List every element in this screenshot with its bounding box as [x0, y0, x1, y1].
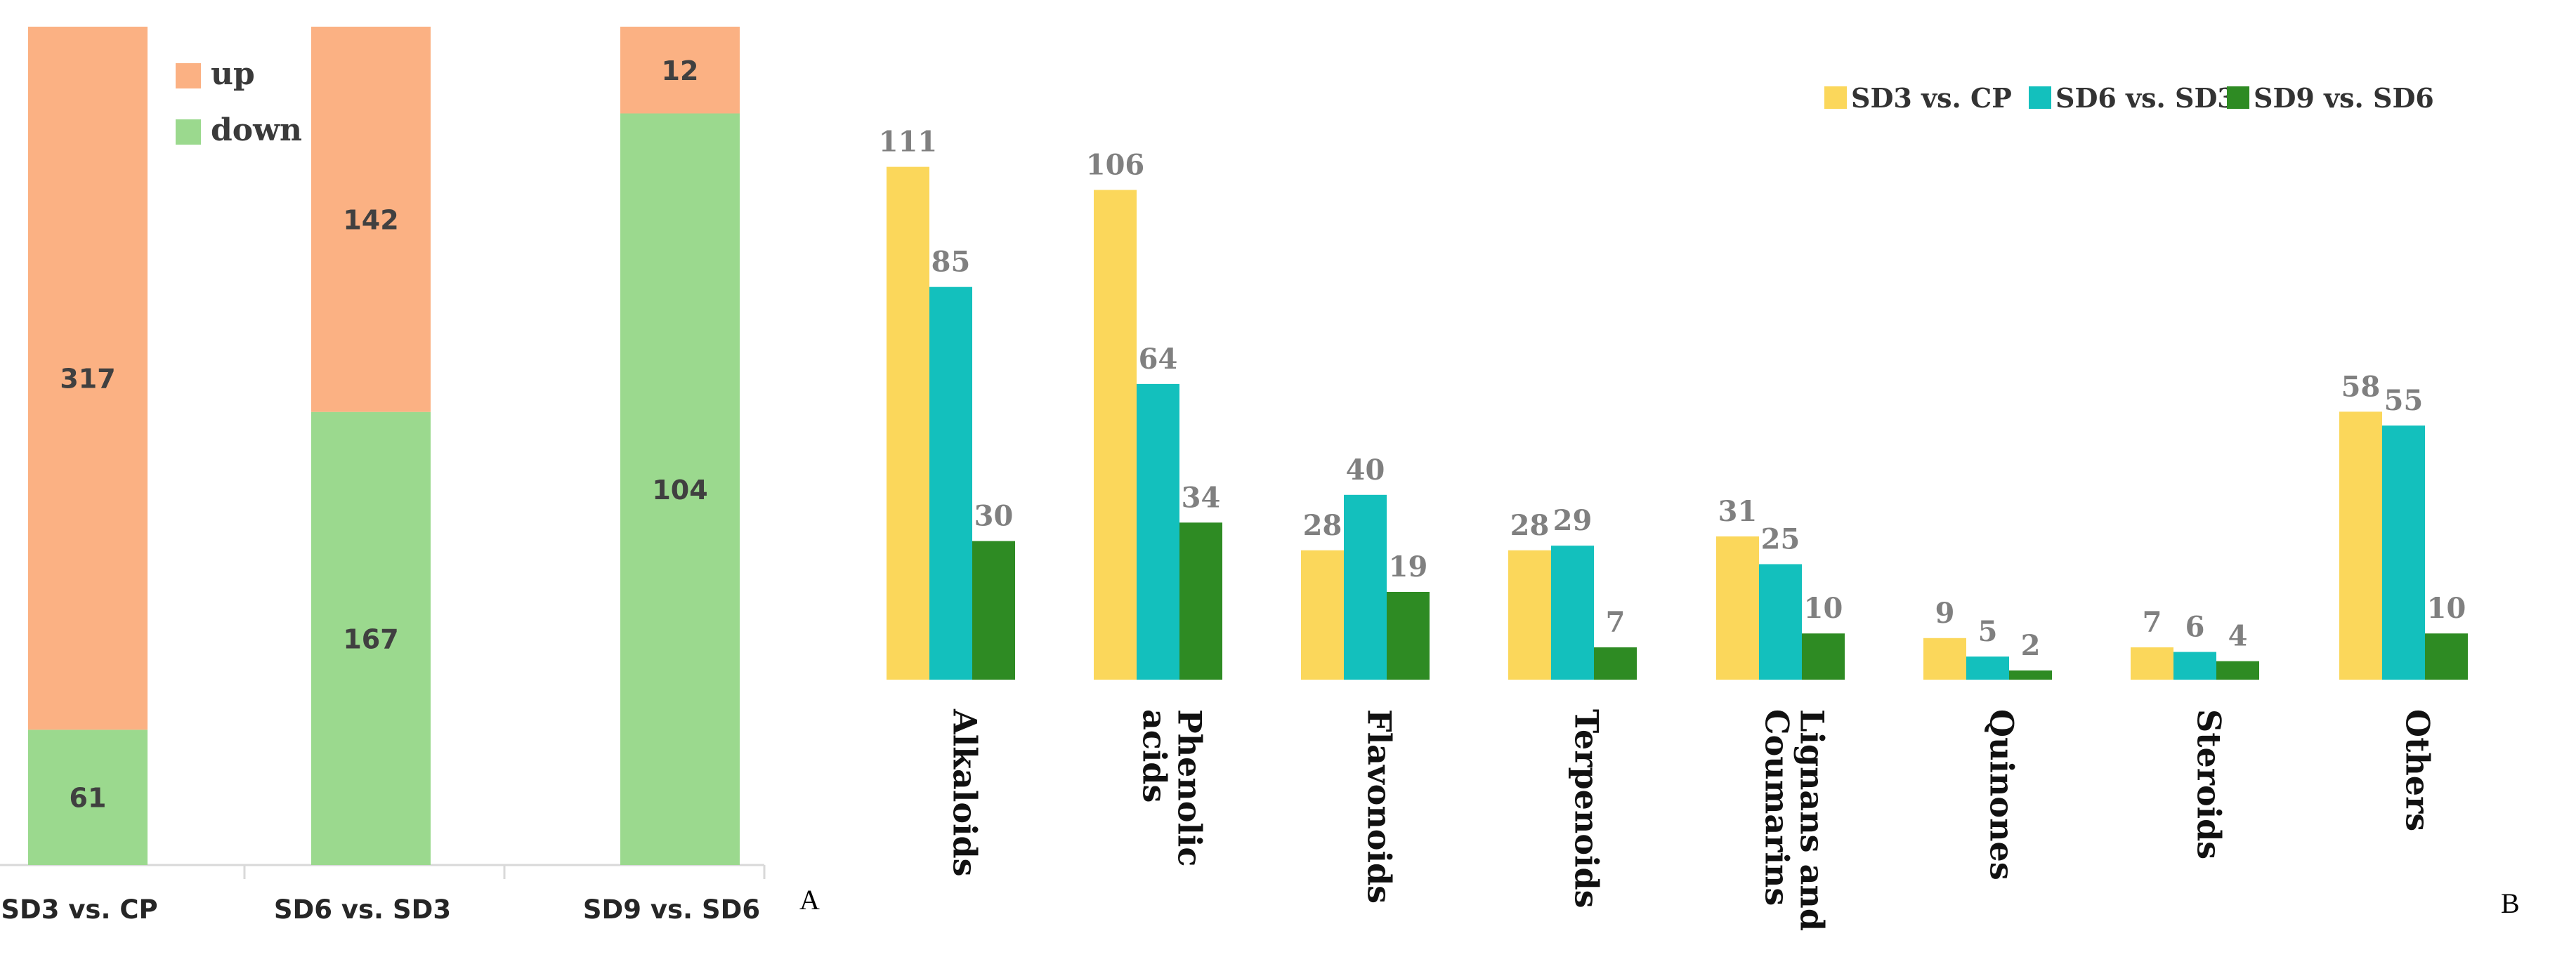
data-label: 34	[1182, 481, 1221, 514]
x-tick-labels: SD3 vs. CP SD6 vs. SD3 SD9 vs. SD6	[1, 895, 760, 925]
legend-swatch	[176, 63, 201, 88]
data-label: 6	[2185, 611, 2205, 644]
x-tick-label: Terpenoids	[1568, 709, 1606, 909]
x-tick-label: SD3 vs. CP	[1, 895, 157, 925]
bar	[2425, 633, 2468, 680]
bar	[1759, 564, 1802, 680]
x-tick-label: Steroids	[2190, 709, 2228, 859]
bar	[1508, 550, 1551, 680]
bar	[1137, 383, 1179, 680]
data-label: 19	[1389, 550, 1428, 583]
data-label: 7	[2143, 606, 2162, 639]
bar	[929, 286, 972, 680]
bar-segment-up	[620, 27, 740, 114]
data-label: 4	[2228, 620, 2248, 653]
panel-letter-a: A	[799, 884, 820, 916]
x-tick-label: Alkaloids	[946, 708, 984, 877]
bar-segment-up	[28, 27, 148, 730]
data-label: 25	[1761, 523, 1800, 556]
data-label: 10	[1804, 592, 1843, 625]
bars	[887, 166, 2468, 680]
bar	[972, 541, 1015, 680]
data-label: 30	[974, 500, 1014, 533]
x-tick-label: Others	[2399, 709, 2437, 831]
legend-swatch	[1824, 86, 1847, 109]
data-label: 7	[1606, 606, 1626, 639]
bar-segment-up	[311, 27, 431, 412]
data-label-up: 142	[343, 204, 398, 235]
bar	[2382, 425, 2425, 680]
bar	[2131, 647, 2173, 680]
bar	[1344, 494, 1387, 680]
bar-segment-down	[311, 411, 431, 865]
bar	[1923, 638, 1966, 680]
bar	[887, 166, 929, 680]
x-tick-label: Coumarins	[1758, 709, 1796, 906]
data-label: 9	[1935, 597, 1955, 630]
panel-letter-b: B	[2501, 887, 2520, 919]
bar	[1179, 522, 1222, 680]
legend-swatch	[176, 119, 201, 145]
x-tick-label: SD9 vs. SD6	[583, 895, 760, 925]
x-tick-label: SD6 vs. SD3	[274, 895, 451, 925]
data-label: 5	[1978, 615, 1998, 648]
bars: 317 61 142 167 12 104	[28, 27, 740, 866]
bar	[1966, 656, 2009, 680]
legend-swatch	[2227, 86, 2249, 109]
bar	[2216, 661, 2259, 680]
legend-swatch	[2029, 86, 2051, 109]
bar	[1387, 591, 1430, 680]
data-label: 40	[1346, 454, 1385, 487]
data-label: 111	[879, 126, 938, 159]
data-label-down: 61	[70, 783, 107, 814]
bar	[1094, 190, 1137, 680]
data-label: 10	[2427, 592, 2466, 625]
data-label: 29	[1553, 504, 1593, 537]
data-label-down: 167	[343, 623, 398, 654]
data-label-up: 12	[662, 55, 699, 86]
data-label: 31	[1718, 495, 1758, 528]
data-label: 55	[2384, 384, 2424, 417]
bar-segment-down	[620, 113, 740, 866]
data-label: 28	[1303, 509, 1342, 542]
data-label-up: 317	[60, 364, 115, 395]
bar	[1301, 550, 1344, 680]
data-label: 64	[1139, 343, 1178, 376]
legend-label: SD3 vs. CP	[1851, 82, 2012, 114]
bar-segment-down	[28, 730, 148, 865]
bar	[1716, 536, 1759, 680]
data-label: 106	[1086, 149, 1145, 182]
data-label: 85	[931, 246, 971, 279]
x-tick-label: Lignans and	[1793, 709, 1831, 931]
legend-label: up	[211, 56, 255, 92]
legend-label: SD9 vs. SD6	[2254, 82, 2434, 114]
bar	[2173, 652, 2216, 680]
data-label-down: 104	[652, 475, 707, 506]
x-tick-label: Flavonoids	[1361, 709, 1399, 904]
legend: SD3 vs. CP SD6 vs. SD3 SD9 vs. SD6	[1824, 82, 2434, 114]
bar	[2339, 411, 2382, 680]
legend-label: down	[211, 112, 302, 148]
data-label: 28	[1510, 509, 1550, 542]
legend: up down	[176, 56, 302, 148]
legend-label: SD6 vs. SD3	[2055, 82, 2236, 114]
bar	[2009, 670, 2052, 680]
x-tick-label: Phenolic	[1171, 709, 1209, 866]
x-tick-label: acids	[1136, 709, 1174, 803]
bar	[1802, 633, 1845, 680]
data-label: 58	[2341, 370, 2381, 403]
x-tick-label: Quinones	[1983, 709, 2021, 880]
bar	[1551, 546, 1594, 680]
data-label: 2	[2021, 629, 2041, 662]
bar	[1594, 647, 1637, 680]
